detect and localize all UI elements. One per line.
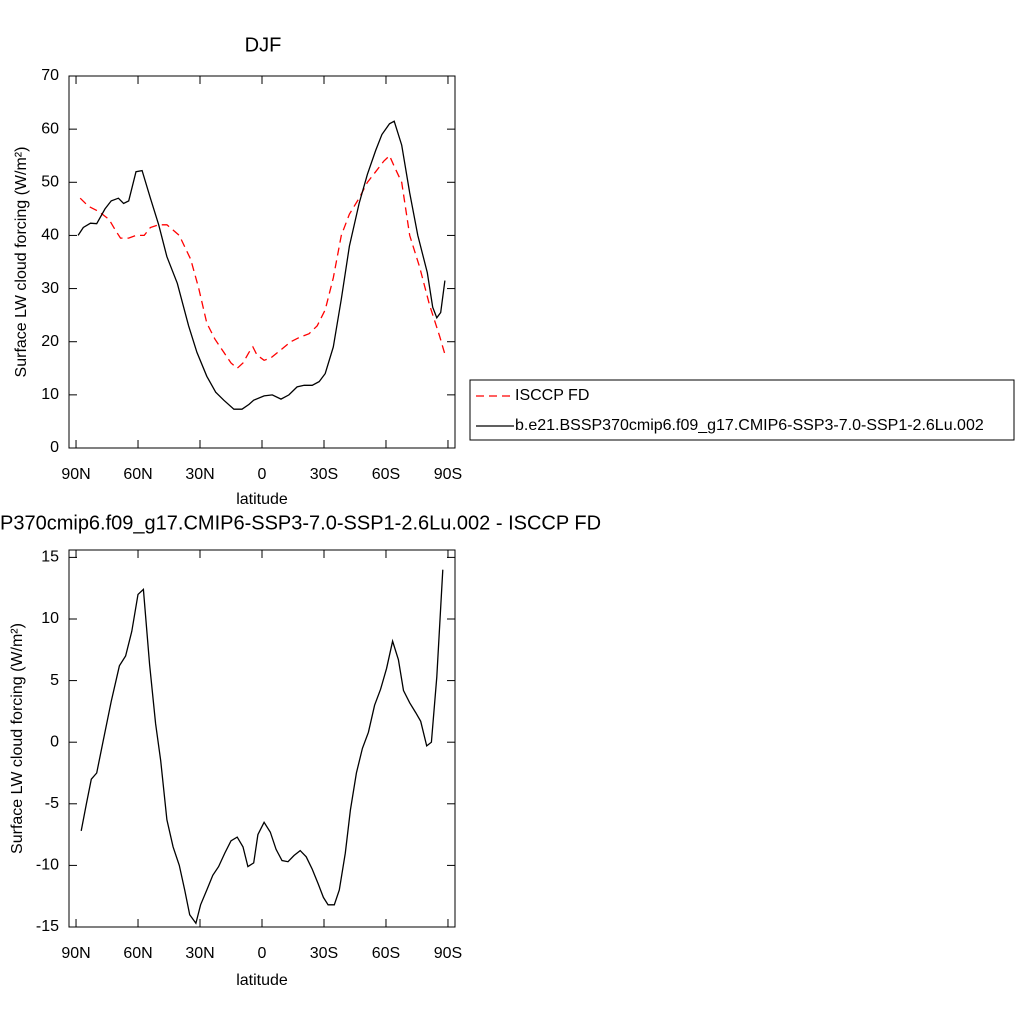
legend-label: ISCCP FD <box>515 387 589 404</box>
y-tick-label: 15 <box>41 549 59 566</box>
x-tick-label: 90N <box>61 466 90 483</box>
x-tick-label: 30S <box>310 945 338 962</box>
y-tick-label: 10 <box>41 386 59 403</box>
x-tick-label: 0 <box>258 466 267 483</box>
x-tick-label: 90S <box>434 945 462 962</box>
y-tick-label: -5 <box>45 795 59 812</box>
x-tick-label: 60N <box>123 466 152 483</box>
y-tick-label: -10 <box>36 857 59 874</box>
y-tick-label: 20 <box>41 333 59 350</box>
data-line <box>79 154 447 370</box>
y-tick-label: 70 <box>41 67 59 84</box>
legend-box <box>469 379 1015 441</box>
x-tick-label: 90S <box>434 466 462 483</box>
x-tick-label: 90N <box>61 945 90 962</box>
y-axis-label: Surface LW cloud forcing (W/m²) <box>9 623 26 854</box>
y-tick-label: 40 <box>41 227 59 244</box>
x-tick-label: 30N <box>185 466 214 483</box>
chart-title: DJF <box>245 34 282 56</box>
legend-label: b.e21.BSSP370cmip6.f09_g17.CMIP6-SSP3-7.… <box>515 417 984 434</box>
y-tick-label: 10 <box>41 610 59 627</box>
y-tick-label: 0 <box>50 733 59 750</box>
y-tick-label: 50 <box>41 174 59 191</box>
y-tick-label: 60 <box>41 120 59 137</box>
plot-frame <box>68 549 456 928</box>
x-tick-label: 30N <box>185 945 214 962</box>
y-tick-label: 0 <box>50 439 59 456</box>
x-tick-label: 0 <box>258 945 267 962</box>
data-line <box>77 120 446 410</box>
y-tick-label: -15 <box>36 918 59 935</box>
x-axis-label: latitude <box>236 972 288 989</box>
x-tick-label: 60S <box>372 945 400 962</box>
x-tick-label: 30S <box>310 466 338 483</box>
data-line <box>80 569 444 925</box>
chart-title: P370cmip6.f09_g17.CMIP6-SSP3-7.0-SSP1-2.… <box>0 512 601 534</box>
y-tick-label: 5 <box>50 672 59 689</box>
y-axis-label: Surface LW cloud forcing (W/m²) <box>13 147 30 378</box>
y-tick-label: 30 <box>41 280 59 297</box>
x-tick-label: 60S <box>372 466 400 483</box>
x-axis-label: latitude <box>236 491 288 508</box>
x-tick-label: 60N <box>123 945 152 962</box>
